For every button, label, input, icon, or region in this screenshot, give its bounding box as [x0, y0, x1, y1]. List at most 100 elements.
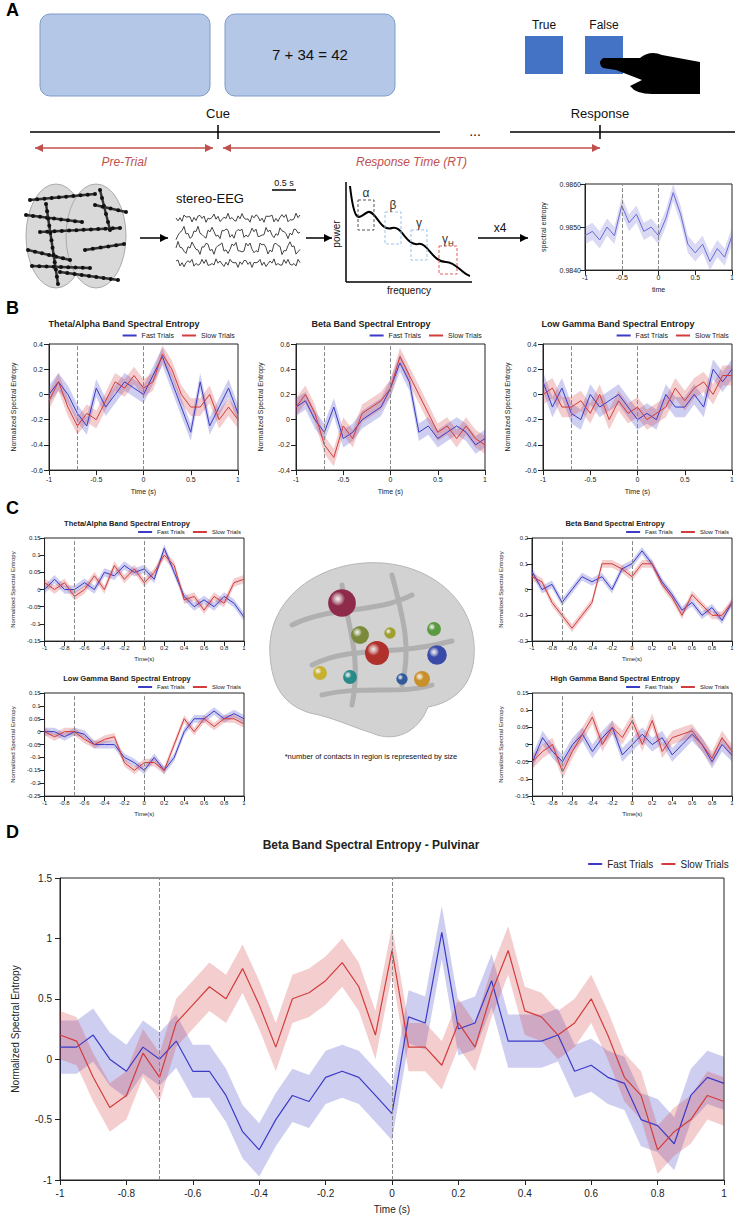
svg-text:Time(s): Time(s) [134, 811, 154, 817]
svg-text:1: 1 [730, 645, 734, 651]
svg-text:0.8: 0.8 [708, 645, 717, 651]
svg-text:1: 1 [721, 1188, 727, 1199]
svg-text:-0.5: -0.5 [584, 476, 596, 483]
svg-text:0: 0 [286, 416, 290, 423]
svg-text:0.6: 0.6 [280, 341, 290, 348]
svg-text:0.8: 0.8 [708, 800, 717, 806]
svg-text:-0.8: -0.8 [118, 1188, 136, 1199]
svg-text:0.05: 0.05 [517, 724, 529, 730]
svg-text:-0.4: -0.4 [587, 645, 598, 651]
svg-text:Normalized Spectral Entropy: Normalized Spectral Entropy [10, 706, 16, 782]
svg-text:False: False [589, 18, 619, 32]
svg-text:Fast Trials: Fast Trials [607, 859, 653, 870]
svg-text:Slow Trials: Slow Trials [680, 859, 728, 870]
svg-text:0.6: 0.6 [584, 1188, 598, 1199]
svg-text:-0.2: -0.2 [607, 645, 618, 651]
svg-text:0: 0 [142, 476, 146, 483]
svg-text:0.9860: 0.9860 [560, 181, 582, 188]
svg-text:-0.6: -0.6 [31, 467, 43, 474]
svg-text:Time (s): Time (s) [374, 1204, 410, 1215]
svg-text:-0.4: -0.4 [587, 800, 598, 806]
svg-text:-1: -1 [293, 476, 299, 483]
svg-text:Beta Band Spectral Entropy: Beta Band Spectral Entropy [311, 319, 430, 329]
svg-text:Normalized Spectral Entropy: Normalized Spectral Entropy [10, 362, 18, 452]
svg-text:-1: -1 [43, 1175, 52, 1186]
svg-text:-0.1: -0.1 [518, 612, 529, 618]
svg-text:0.05: 0.05 [29, 569, 41, 575]
svg-text:-0.8: -0.8 [59, 800, 70, 806]
svg-text:-0.2: -0.2 [30, 780, 41, 786]
svg-text:-0.8: -0.8 [547, 800, 558, 806]
svg-text:α: α [363, 186, 370, 200]
svg-text:0.5: 0.5 [433, 476, 443, 483]
svg-text:0.2: 0.2 [527, 366, 537, 373]
svg-text:0.8: 0.8 [651, 1188, 665, 1199]
svg-text:0.15: 0.15 [517, 690, 529, 696]
svg-text:Normalized Spectral Entropy: Normalized Spectral Entropy [498, 551, 504, 627]
svg-text:time: time [652, 286, 665, 293]
svg-text:-1: -1 [56, 1188, 65, 1199]
svg-text:Slow Trials: Slow Trials [700, 529, 729, 535]
svg-text:0: 0 [389, 476, 393, 483]
svg-text:Theta/Alpha Band Spectral Entr: Theta/Alpha Band Spectral Entropy [48, 319, 199, 329]
svg-text:-0.6: -0.6 [567, 645, 578, 651]
svg-text:1: 1 [730, 800, 734, 806]
svg-text:-0.4: -0.4 [251, 1188, 269, 1199]
svg-text:0.4: 0.4 [280, 366, 290, 373]
svg-text:Fast Trials: Fast Trials [142, 332, 175, 339]
svg-text:power: power [331, 220, 342, 248]
svg-text:0: 0 [630, 645, 634, 651]
svg-text:0.6: 0.6 [688, 645, 697, 651]
svg-text:-0.5: -0.5 [35, 1114, 53, 1125]
svg-text:0.5: 0.5 [38, 993, 52, 1004]
svg-text:0.15: 0.15 [29, 690, 41, 696]
svg-text:Response Time (RT): Response Time (RT) [356, 155, 467, 169]
svg-text:0.4: 0.4 [668, 645, 677, 651]
svg-text:Normalized Spectral Entropy: Normalized Spectral Entropy [10, 965, 21, 1092]
svg-text:Cue: Cue [206, 106, 230, 121]
svg-text:Fast Trials: Fast Trials [157, 529, 185, 535]
svg-text:0.5: 0.5 [690, 274, 700, 281]
svg-text:0: 0 [389, 1188, 395, 1199]
svg-text:spectral entropy: spectral entropy [540, 202, 548, 252]
svg-text:-0.2: -0.2 [607, 800, 618, 806]
svg-text:0.2: 0.2 [520, 535, 529, 541]
svg-text:0.6: 0.6 [200, 645, 209, 651]
svg-text:-0.2: -0.2 [119, 800, 130, 806]
svg-text:Slow Trials: Slow Trials [201, 332, 235, 339]
svg-text:-0.2: -0.2 [525, 416, 537, 423]
svg-text:0.1: 0.1 [32, 703, 41, 709]
svg-text:0.1: 0.1 [32, 552, 41, 558]
svg-text:-0.2: -0.2 [31, 416, 43, 423]
svg-text:-0.05: -0.05 [27, 604, 41, 610]
svg-text:-0.25: -0.25 [27, 793, 41, 799]
svg-text:Time(s): Time(s) [622, 656, 642, 662]
svg-text:Pre-Trial: Pre-Trial [101, 155, 146, 169]
svg-text:0.5: 0.5 [186, 476, 196, 483]
svg-text:Low Gamma Band Spectral Entrop: Low Gamma Band Spectral Entropy [541, 319, 694, 329]
svg-text:Time (s): Time (s) [378, 488, 403, 496]
svg-text:-0.1: -0.1 [30, 621, 41, 627]
svg-text:-0.2: -0.2 [278, 441, 290, 448]
svg-text:-1: -1 [529, 645, 535, 651]
svg-text:High Gamma Band Spectral Entro: High Gamma Band Spectral Entropy [550, 674, 680, 683]
svg-text:0: 0 [525, 587, 529, 593]
svg-text:-0.15: -0.15 [27, 767, 41, 773]
svg-text:0.4: 0.4 [668, 800, 677, 806]
svg-text:Low Gamma Band Spectral Entrop: Low Gamma Band Spectral Entropy [63, 674, 191, 683]
svg-text:0: 0 [143, 800, 147, 806]
svg-text:0.2: 0.2 [33, 366, 43, 373]
svg-text:-0.6: -0.6 [79, 645, 90, 651]
svg-text:-0.5: -0.5 [616, 274, 628, 281]
svg-text:Time (s): Time (s) [131, 488, 156, 496]
svg-text:-0.5: -0.5 [337, 476, 349, 483]
svg-text:0.5: 0.5 [680, 476, 690, 483]
svg-text:0: 0 [39, 391, 43, 398]
svg-text:-0.8: -0.8 [59, 645, 70, 651]
svg-text:0.1: 0.1 [520, 561, 529, 567]
svg-text:0.2: 0.2 [160, 645, 169, 651]
svg-text:-0.4: -0.4 [278, 467, 290, 474]
svg-text:Fast Trials: Fast Trials [157, 684, 185, 690]
svg-text:0: 0 [631, 800, 635, 806]
svg-text:0.5 s: 0.5 s [274, 178, 294, 188]
